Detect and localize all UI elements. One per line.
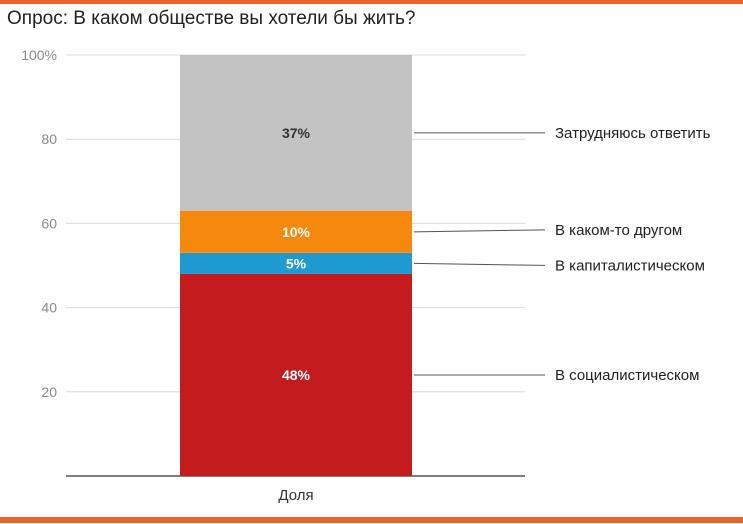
y-tick-label: 40 (41, 300, 57, 316)
legend-leader-line (413, 262, 546, 266)
y-tick-label: 100% (21, 47, 57, 63)
data-label: 37% (282, 125, 311, 141)
bar-segment (180, 55, 412, 211)
legend-label: В социалистическом (555, 367, 699, 384)
data-label: 48% (282, 367, 311, 383)
bottom-accent-line (0, 517, 743, 523)
y-tick-label: 80 (41, 131, 57, 147)
bar-segment (180, 210, 412, 253)
legend-label: В каком-то другом (555, 222, 682, 239)
y-tick-label: 20 (41, 384, 57, 400)
legend-label: Затрудняюсь ответить (555, 125, 711, 142)
chart-title: Опрос: В каком обществе вы хотели бы жит… (7, 8, 416, 29)
legend-label: В капиталистическом (555, 257, 705, 274)
top-accent-line (0, 0, 743, 4)
y-tick-label: 60 (41, 215, 57, 231)
x-category-label: Доля (278, 487, 313, 504)
data-label: 5% (286, 255, 307, 271)
bar-segment (180, 273, 412, 476)
data-label: 10% (282, 224, 311, 240)
legend-leader-line (413, 229, 546, 233)
bar-segment (180, 252, 412, 274)
